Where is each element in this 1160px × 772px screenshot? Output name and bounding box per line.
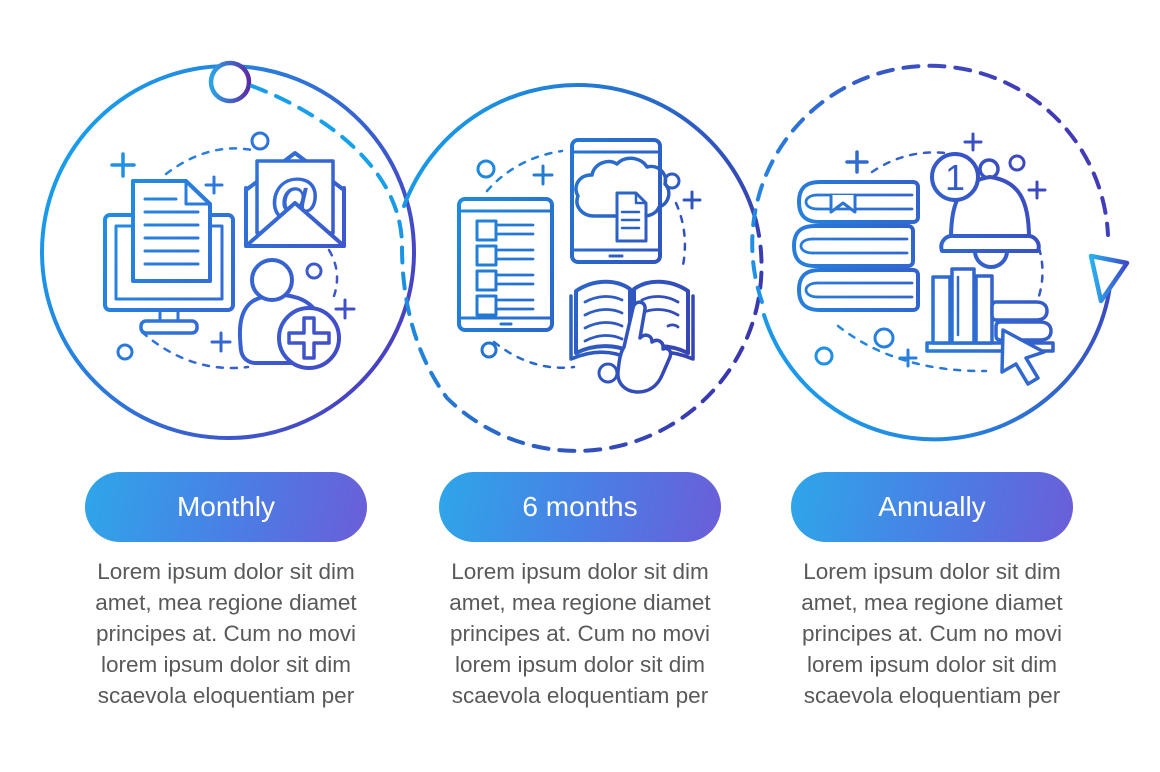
pointing-hand: [616, 300, 673, 394]
flow-start-marker: [208, 60, 252, 104]
flow-dashed-path: [750, 63, 1110, 304]
plan-description-6-months: Lorem ipsum dolor sit dim amet, mea regi…: [449, 559, 711, 708]
flow-illustration: @: [40, 60, 1130, 453]
plus-decoration: [532, 164, 554, 186]
open-email-icon: @: [244, 151, 346, 248]
six-months-circle-illustration: [250, 82, 764, 453]
plan-button-annually[interactable]: Annually: [791, 472, 1073, 542]
plus-glyph: [287, 316, 331, 360]
plus-decoration: [334, 298, 356, 320]
dot-decoration: [1008, 154, 1026, 172]
book-stack-icon: [792, 180, 920, 312]
dot-decoration: [814, 346, 834, 366]
plus-decoration: [898, 348, 918, 368]
cursor-arrow-icon: [1000, 328, 1046, 386]
monthly-circle-illustration: @: [40, 64, 416, 440]
checklist-tablet-icon: [457, 197, 554, 332]
notification-bell-icon: 1: [930, 152, 1041, 269]
plus-decoration: [210, 331, 232, 353]
dot-decoration: [597, 362, 619, 384]
plan-description-annually: Lorem ipsum dolor sit dim amet, mea regi…: [801, 559, 1063, 708]
annually-circle-outline: [762, 284, 1112, 442]
plus-decoration: [682, 190, 702, 210]
plan-button-monthly[interactable]: Monthly: [85, 472, 367, 542]
dashed-swoosh: [140, 330, 250, 370]
dot-decoration: [305, 262, 323, 280]
annually-circle-illustration: 1: [750, 63, 1112, 442]
dashed-swoosh: [492, 340, 576, 369]
document-monitor-icon: [103, 179, 235, 335]
six-months-circle-outline: [402, 82, 758, 223]
dashed-swoosh: [327, 248, 339, 298]
dashed-swoosh: [836, 324, 988, 373]
dashed-swoosh: [674, 201, 687, 272]
reading-book-icon: [569, 279, 695, 394]
plan-button-6-months[interactable]: 6 months: [439, 472, 721, 542]
dot-decoration: [476, 159, 496, 179]
dot-decoration: [480, 341, 498, 359]
plus-decoration: [110, 152, 136, 178]
plus-decoration: [845, 150, 869, 174]
add-user-icon: [237, 258, 341, 370]
bookshelf-cursor-icon: [925, 267, 1055, 386]
dashed-swoosh: [1037, 246, 1044, 298]
dot-decoration: [116, 343, 134, 361]
dashed-swoosh: [164, 147, 254, 176]
dashed-swoosh: [485, 149, 564, 193]
dot-decoration: [250, 131, 270, 151]
flow-arrow-icon: [1088, 253, 1130, 304]
flow-dashed-path: [250, 84, 764, 453]
plan-description-monthly: Lorem ipsum dolor sit dim amet, mea regi…: [95, 559, 357, 708]
notification-badge-count: 1: [945, 157, 965, 198]
plus-decoration: [204, 175, 224, 195]
notification-badge: [930, 152, 980, 202]
plus-decoration: [1027, 180, 1047, 200]
cloud-document-tablet-icon: [570, 138, 671, 264]
dot-decoration: [873, 327, 895, 349]
bookmark: [829, 193, 857, 214]
plus-decoration: [963, 132, 983, 152]
dashed-swoosh: [870, 151, 948, 174]
